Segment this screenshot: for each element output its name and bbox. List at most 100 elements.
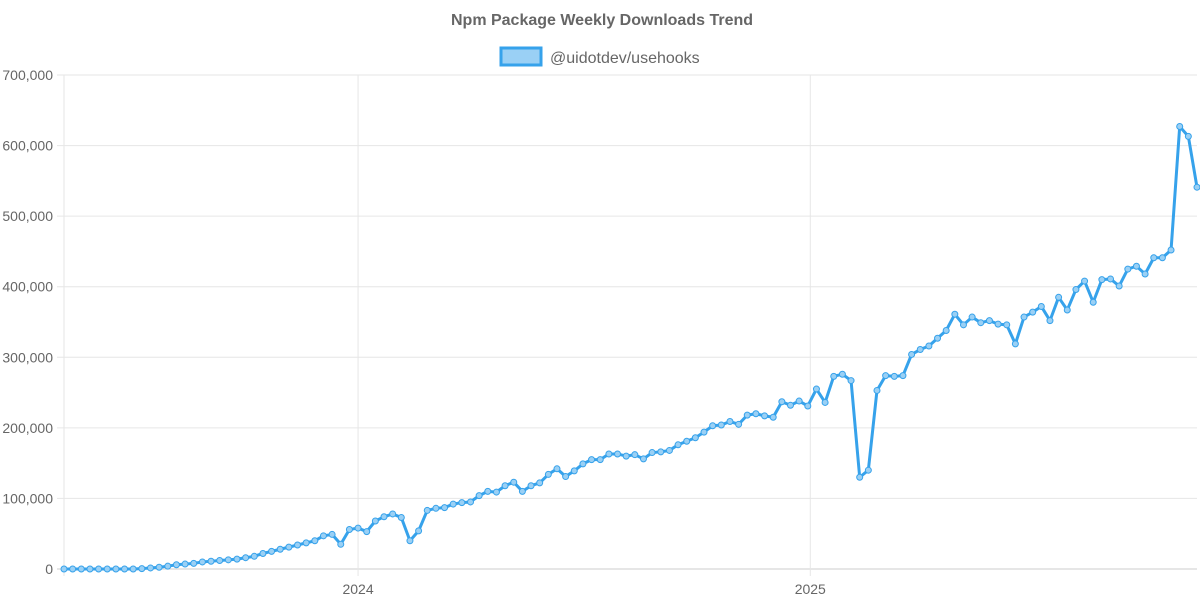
- data-point[interactable]: [761, 412, 769, 420]
- data-point[interactable]: [1193, 183, 1200, 191]
- data-point[interactable]: [250, 552, 258, 560]
- data-point[interactable]: [146, 564, 154, 572]
- data-point[interactable]: [977, 319, 985, 327]
- data-point[interactable]: [121, 565, 129, 573]
- data-point[interactable]: [588, 456, 596, 464]
- data-point[interactable]: [717, 421, 725, 429]
- data-point[interactable]: [354, 524, 362, 532]
- data-point[interactable]: [1003, 321, 1011, 329]
- data-point[interactable]: [873, 386, 881, 394]
- data-point[interactable]: [77, 565, 85, 573]
- data-point[interactable]: [319, 532, 327, 540]
- data-point[interactable]: [804, 402, 812, 410]
- data-point[interactable]: [709, 422, 717, 430]
- data-point[interactable]: [864, 466, 872, 474]
- data-point[interactable]: [916, 346, 924, 354]
- data-point[interactable]: [934, 334, 942, 342]
- data-point[interactable]: [190, 559, 198, 567]
- data-point[interactable]: [795, 397, 803, 405]
- data-point[interactable]: [1037, 302, 1045, 310]
- data-point[interactable]: [285, 543, 293, 551]
- data-point[interactable]: [501, 482, 509, 490]
- data-point[interactable]: [268, 547, 276, 555]
- data-point[interactable]: [1098, 276, 1106, 284]
- data-point[interactable]: [985, 317, 993, 325]
- data-point[interactable]: [544, 470, 552, 478]
- data-point[interactable]: [389, 510, 397, 518]
- data-point[interactable]: [311, 537, 319, 545]
- data-point[interactable]: [475, 492, 483, 500]
- data-point[interactable]: [812, 385, 820, 393]
- data-point[interactable]: [328, 530, 336, 538]
- data-point[interactable]: [639, 455, 647, 463]
- data-point[interactable]: [743, 411, 751, 419]
- data-point[interactable]: [432, 504, 440, 512]
- data-point[interactable]: [1150, 254, 1158, 262]
- data-point[interactable]: [1132, 262, 1140, 270]
- data-point[interactable]: [449, 500, 457, 508]
- data-point[interactable]: [294, 541, 302, 549]
- data-point[interactable]: [631, 451, 639, 459]
- data-point[interactable]: [1011, 340, 1019, 348]
- data-point[interactable]: [830, 372, 838, 380]
- data-point[interactable]: [752, 410, 760, 418]
- data-point[interactable]: [216, 557, 224, 565]
- data-point[interactable]: [570, 467, 578, 475]
- data-point[interactable]: [596, 456, 604, 464]
- data-point[interactable]: [458, 499, 466, 507]
- data-point[interactable]: [925, 342, 933, 350]
- data-point[interactable]: [553, 465, 561, 473]
- data-point[interactable]: [198, 558, 206, 566]
- data-point[interactable]: [605, 450, 613, 458]
- data-point[interactable]: [882, 372, 890, 380]
- data-point[interactable]: [942, 326, 950, 334]
- data-point[interactable]: [994, 320, 1002, 328]
- data-point[interactable]: [622, 452, 630, 460]
- data-point[interactable]: [103, 565, 111, 573]
- data-point[interactable]: [207, 557, 215, 565]
- data-point[interactable]: [683, 437, 691, 445]
- data-point[interactable]: [778, 398, 786, 406]
- data-point[interactable]: [164, 562, 172, 570]
- data-point[interactable]: [674, 441, 682, 449]
- data-point[interactable]: [242, 554, 250, 562]
- data-point[interactable]: [467, 498, 474, 506]
- data-point[interactable]: [1072, 286, 1080, 294]
- data-point[interactable]: [112, 565, 120, 573]
- data-point[interactable]: [691, 434, 699, 442]
- data-point[interactable]: [302, 539, 310, 547]
- data-point[interactable]: [1029, 308, 1037, 316]
- data-point[interactable]: [1184, 132, 1192, 140]
- data-point[interactable]: [735, 420, 743, 428]
- data-point[interactable]: [492, 488, 500, 496]
- data-point[interactable]: [233, 555, 241, 563]
- legend[interactable]: @uidotdev/usehooks: [499, 46, 700, 67]
- data-point[interactable]: [1176, 123, 1184, 131]
- data-point[interactable]: [510, 478, 518, 486]
- data-point[interactable]: [1081, 277, 1089, 285]
- data-point[interactable]: [726, 418, 734, 426]
- data-point[interactable]: [95, 565, 103, 573]
- data-point[interactable]: [959, 321, 967, 329]
- data-point[interactable]: [1020, 313, 1028, 321]
- data-point[interactable]: [60, 565, 68, 573]
- data-point[interactable]: [138, 565, 146, 573]
- data-point[interactable]: [1055, 293, 1063, 301]
- data-point[interactable]: [129, 565, 137, 573]
- data-point[interactable]: [484, 487, 492, 495]
- data-point[interactable]: [1141, 270, 1149, 278]
- data-point[interactable]: [363, 528, 371, 536]
- data-point[interactable]: [536, 479, 544, 487]
- data-point[interactable]: [1167, 246, 1175, 254]
- data-point[interactable]: [579, 460, 587, 468]
- data-point[interactable]: [276, 545, 284, 553]
- data-point[interactable]: [1063, 306, 1071, 314]
- data-point[interactable]: [259, 549, 267, 557]
- data-point[interactable]: [423, 506, 431, 514]
- data-point[interactable]: [380, 513, 388, 521]
- data-point[interactable]: [700, 428, 708, 436]
- data-point[interactable]: [155, 563, 163, 571]
- data-point[interactable]: [1158, 254, 1166, 262]
- data-point[interactable]: [181, 560, 189, 568]
- data-point[interactable]: [1124, 265, 1132, 273]
